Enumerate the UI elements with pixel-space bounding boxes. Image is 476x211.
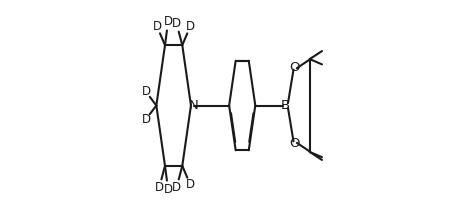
Text: D: D <box>163 15 173 28</box>
Text: O: O <box>290 61 300 74</box>
Text: D: D <box>186 20 195 33</box>
Text: O: O <box>290 137 300 150</box>
Text: D: D <box>186 178 195 191</box>
Text: B: B <box>281 99 290 112</box>
Text: D: D <box>172 17 181 30</box>
Text: D: D <box>155 181 164 194</box>
Text: D: D <box>141 113 150 126</box>
Text: N: N <box>189 99 198 112</box>
Text: D: D <box>163 183 173 196</box>
Text: D: D <box>152 20 162 33</box>
Text: D: D <box>172 181 181 194</box>
Text: D: D <box>141 85 150 98</box>
